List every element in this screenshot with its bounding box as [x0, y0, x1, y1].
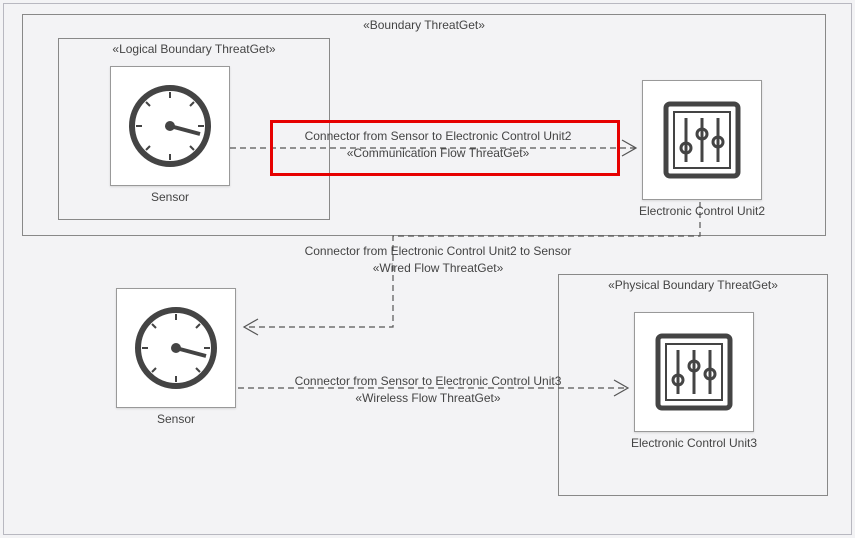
highlight-box — [270, 120, 620, 176]
gauge-icon — [117, 73, 223, 179]
node-sensor-1-label: Sensor — [110, 190, 230, 204]
physical-boundary-title: «Physical Boundary ThreatGet» — [608, 278, 778, 292]
connector-3-label: Connector from Sensor to Electronic Cont… — [278, 373, 578, 407]
node-sensor-2[interactable] — [116, 288, 236, 408]
connector-2-line2: «Wired Flow ThreatGet» — [288, 260, 588, 277]
node-sensor-2-label: Sensor — [116, 412, 236, 426]
node-sensor-1[interactable] — [110, 66, 230, 186]
node-ecu3[interactable] — [634, 312, 754, 432]
connector-2-line1: Connector from Electronic Control Unit2 … — [288, 243, 588, 260]
logical-boundary-title: «Logical Boundary ThreatGet» — [112, 42, 275, 56]
connector-3-line2: «Wireless Flow ThreatGet» — [278, 390, 578, 407]
node-ecu2[interactable] — [642, 80, 762, 200]
control-panel-icon — [641, 319, 747, 425]
connector-3-line1: Connector from Sensor to Electronic Cont… — [278, 373, 578, 390]
node-ecu2-label: Electronic Control Unit2 — [612, 204, 792, 218]
boundary-threatget-title: «Boundary ThreatGet» — [363, 18, 485, 32]
gauge-icon — [123, 295, 229, 401]
node-ecu3-label: Electronic Control Unit3 — [604, 436, 784, 450]
control-panel-icon — [649, 87, 755, 193]
connector-2-label: Connector from Electronic Control Unit2 … — [288, 243, 588, 277]
